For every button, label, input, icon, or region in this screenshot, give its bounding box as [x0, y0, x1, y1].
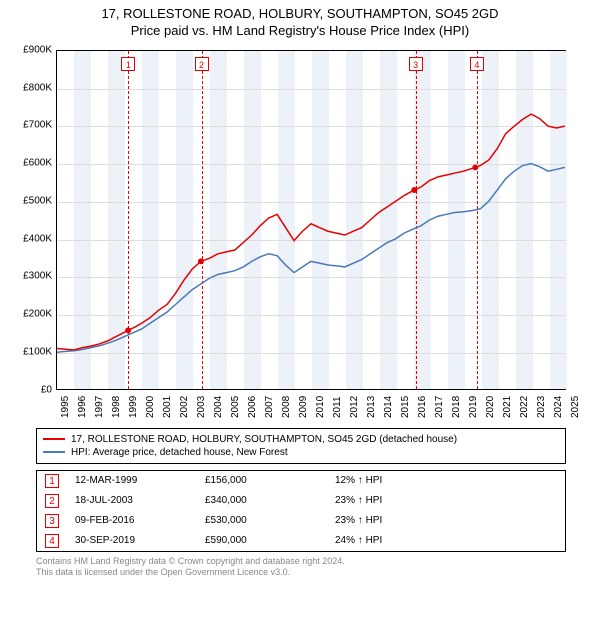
- row-price: £590,000: [197, 531, 327, 552]
- row-price: £156,000: [197, 470, 327, 491]
- x-tick-label: 2022: [519, 396, 530, 418]
- legend-swatch: [43, 438, 65, 440]
- marker-point: [411, 187, 417, 193]
- x-tick-label: 1996: [77, 396, 88, 418]
- legend-row: 17, ROLLESTONE ROAD, HOLBURY, SOUTHAMPTO…: [43, 433, 559, 446]
- chart-area: £0 £100K £200K £300K £400K £500K £600K £700K £80…: [8, 42, 578, 422]
- x-tick-label: 2008: [281, 396, 292, 418]
- title-line-2: Price paid vs. HM Land Registry's House …: [0, 23, 600, 40]
- row-index-box: 2: [45, 494, 59, 508]
- table-row: 2 18-JUL-2003£340,00023% ↑ HPI: [37, 491, 566, 511]
- x-tick-label: 2024: [553, 396, 564, 418]
- x-tick-label: 2009: [298, 396, 309, 418]
- table-row: 1 12-MAR-1999£156,00012% ↑ HPI: [37, 470, 566, 491]
- x-tick-label: 2005: [230, 396, 241, 418]
- x-tick-label: 1995: [60, 396, 71, 418]
- row-index-box: 3: [45, 514, 59, 528]
- x-tick-label: 2020: [485, 396, 496, 418]
- x-tick-label: 2023: [536, 396, 547, 418]
- x-tick-label: 1997: [94, 396, 105, 418]
- row-date: 12-MAR-1999: [67, 470, 197, 491]
- x-tick-label: 2019: [468, 396, 479, 418]
- footer-block: Contains HM Land Registry data © Crown c…: [36, 556, 566, 579]
- x-tick-label: 2002: [179, 396, 190, 418]
- table-row: 3 09-FEB-2016£530,00023% ↑ HPI: [37, 511, 566, 531]
- title-line-1: 17, ROLLESTONE ROAD, HOLBURY, SOUTHAMPTO…: [0, 6, 600, 23]
- y-tick-label: £300K: [23, 271, 52, 282]
- transaction-table: 1 12-MAR-1999£156,00012% ↑ HPI 2 18-JUL-200…: [36, 470, 566, 552]
- y-tick-label: £500K: [23, 195, 52, 206]
- marker-label-box: 3: [409, 57, 423, 71]
- x-tick-label: 2006: [247, 396, 258, 418]
- legend-label: HPI: Average price, detached house, New …: [71, 447, 288, 458]
- chart-title-block: 17, ROLLESTONE ROAD, HOLBURY, SOUTHAMPTO…: [0, 0, 600, 42]
- x-tick-label: 2015: [400, 396, 411, 418]
- x-tick-label: 2016: [417, 396, 428, 418]
- row-index-box: 4: [45, 534, 59, 548]
- x-tick-label: 2001: [162, 396, 173, 418]
- x-tick-label: 2004: [213, 396, 224, 418]
- row-delta: 23% ↑ HPI: [327, 511, 566, 531]
- footer-line-1: Contains HM Land Registry data © Crown c…: [36, 556, 566, 568]
- x-tick-label: 2017: [434, 396, 445, 418]
- y-tick-label: £0: [41, 384, 52, 395]
- marker-point: [198, 258, 204, 264]
- marker-label-box: 1: [121, 57, 135, 71]
- y-tick-label: £800K: [23, 82, 52, 93]
- x-axis: 1995 1996 1997 1998 1999 2000 2001 2002 2003 2004…: [56, 392, 566, 418]
- marker-label-box: 2: [195, 57, 209, 71]
- x-tick-label: 2010: [315, 396, 326, 418]
- row-price: £530,000: [197, 511, 327, 531]
- legend-swatch: [43, 451, 65, 453]
- row-price: £340,000: [197, 491, 327, 511]
- series-line: [57, 114, 565, 350]
- y-tick-label: £400K: [23, 233, 52, 244]
- y-tick-label: £900K: [23, 44, 52, 55]
- row-date: 09-FEB-2016: [67, 511, 197, 531]
- y-axis: £0£100K£200K£300K£400K£500K£600K£700K£80…: [8, 50, 54, 390]
- legend-row: HPI: Average price, detached house, New …: [43, 446, 559, 459]
- marker-label-box: 4: [470, 57, 484, 71]
- x-tick-label: 2018: [451, 396, 462, 418]
- y-tick-label: £200K: [23, 309, 52, 320]
- plot-area: 1 2 3 4: [56, 50, 566, 390]
- footer-line-2: This data is licensed under the Open Gov…: [36, 567, 566, 579]
- series-line: [57, 163, 565, 352]
- row-delta: 24% ↑ HPI: [327, 531, 566, 552]
- x-tick-label: 1998: [111, 396, 122, 418]
- row-delta: 12% ↑ HPI: [327, 470, 566, 491]
- y-tick-label: £100K: [23, 347, 52, 358]
- legend-label: 17, ROLLESTONE ROAD, HOLBURY, SOUTHAMPTO…: [71, 434, 457, 445]
- x-tick-label: 2000: [145, 396, 156, 418]
- x-tick-label: 2012: [349, 396, 360, 418]
- y-tick-label: £600K: [23, 158, 52, 169]
- x-tick-label: 2013: [366, 396, 377, 418]
- x-tick-label: 2011: [332, 396, 343, 418]
- marker-point: [125, 327, 131, 333]
- row-delta: 23% ↑ HPI: [327, 491, 566, 511]
- legend-box: 17, ROLLESTONE ROAD, HOLBURY, SOUTHAMPTO…: [36, 428, 566, 464]
- y-tick-label: £700K: [23, 120, 52, 131]
- x-tick-label: 2014: [383, 396, 394, 418]
- marker-point: [472, 164, 478, 170]
- row-date: 18-JUL-2003: [67, 491, 197, 511]
- row-index-box: 1: [45, 474, 59, 488]
- x-tick-label: 1999: [128, 396, 139, 418]
- row-date: 30-SEP-2019: [67, 531, 197, 552]
- x-tick-label: 2003: [196, 396, 207, 418]
- chart-svg: [57, 51, 565, 389]
- x-tick-label: 2021: [502, 396, 513, 418]
- x-tick-label: 2007: [264, 396, 275, 418]
- table-row: 4 30-SEP-2019£590,00024% ↑ HPI: [37, 531, 566, 552]
- x-tick-label: 2025: [570, 396, 581, 418]
